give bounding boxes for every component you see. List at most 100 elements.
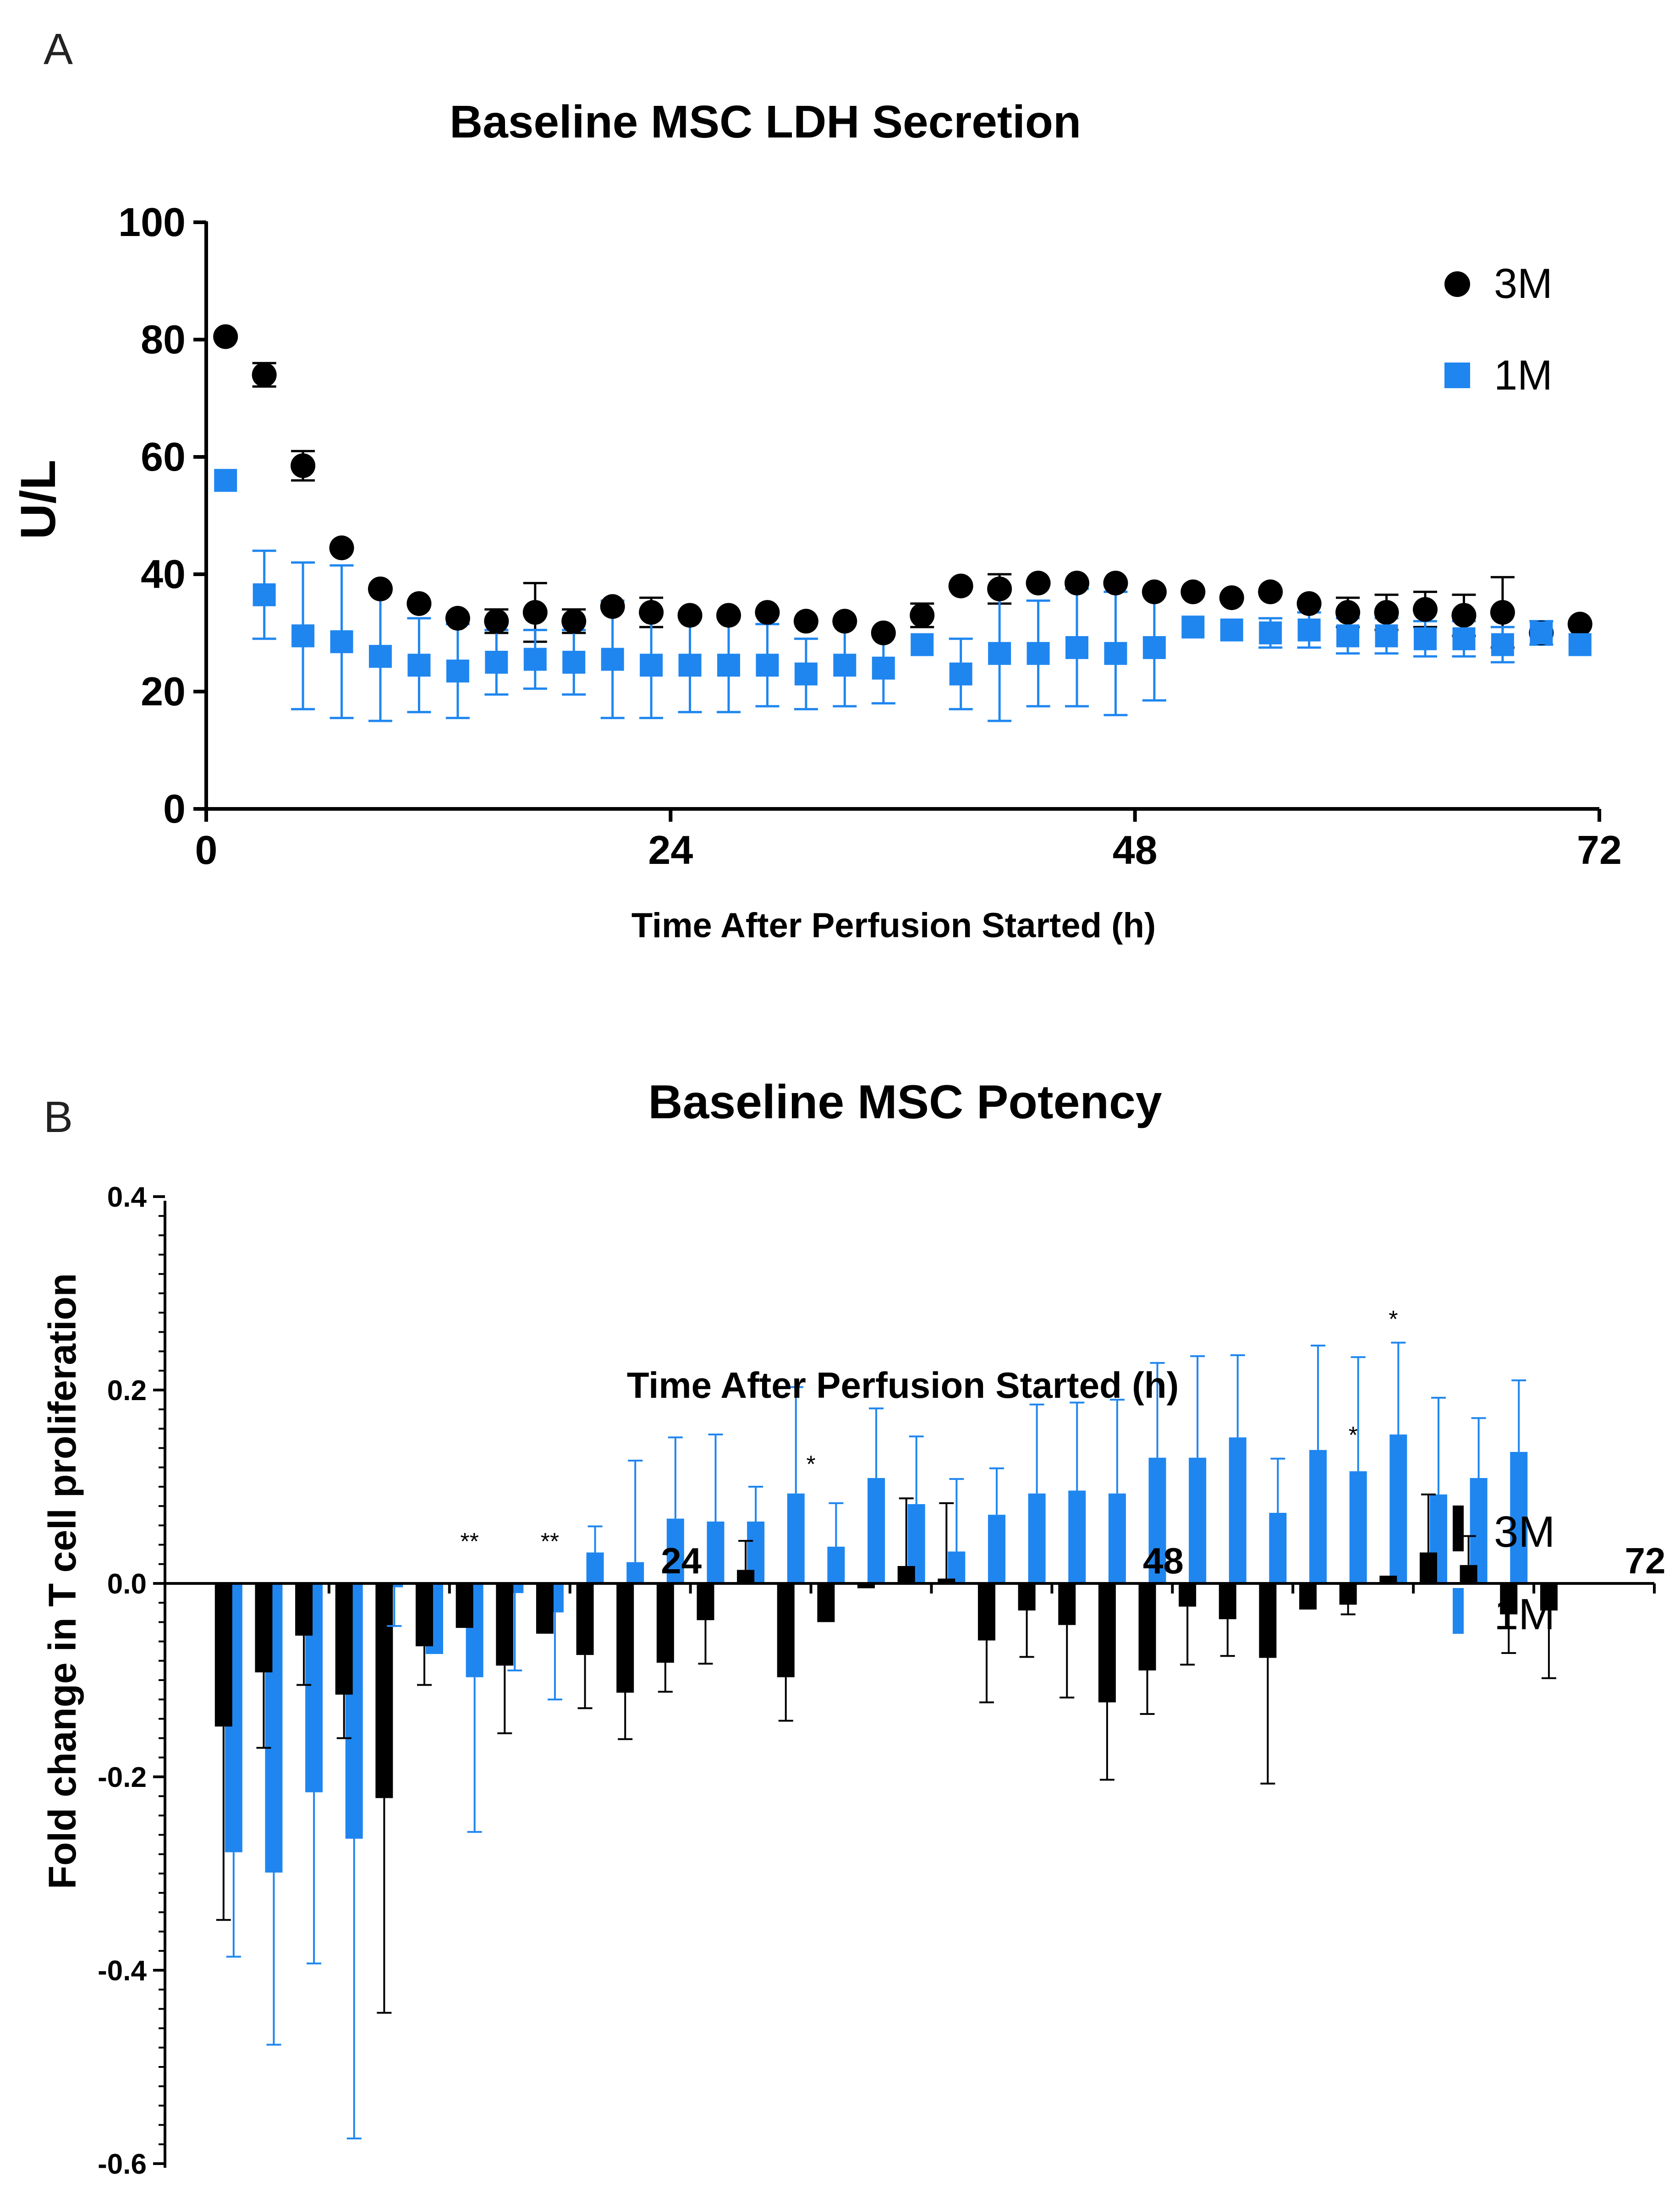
data-point-3m — [1374, 600, 1399, 625]
bar-3m — [1299, 1583, 1317, 1610]
bar-1m — [1510, 1452, 1528, 1583]
y-tick-label: 0 — [163, 786, 186, 831]
bar-3m — [857, 1583, 875, 1588]
significance-mark: * — [806, 1451, 815, 1478]
x-tick-label: 0 — [195, 827, 218, 873]
bar-1m — [1108, 1493, 1126, 1583]
panel-a: A Baseline MSC LDH Secretion U/L Time Af… — [10, 25, 1622, 945]
bar-3m — [897, 1566, 915, 1583]
data-point-1m — [1220, 618, 1243, 642]
bar-1m — [1229, 1437, 1246, 1583]
data-point-3m — [329, 535, 354, 560]
significance-mark: * — [1389, 1306, 1398, 1333]
data-point-1m — [214, 469, 237, 492]
bar-3m — [496, 1583, 514, 1666]
significance-mark: * — [1349, 1422, 1358, 1449]
bar-1m — [1389, 1434, 1407, 1583]
y-tick-label: -0.4 — [98, 1955, 147, 1987]
panel-a-legend: 3M 1M — [1444, 260, 1553, 399]
legend-3m-marker — [1444, 271, 1470, 297]
data-point-3m — [987, 577, 1012, 601]
data-point-3m — [406, 591, 432, 616]
bar-1m — [666, 1518, 684, 1583]
data-point-1m — [1297, 618, 1321, 642]
data-point-3m — [1219, 585, 1244, 610]
panel-a-axes: 0 20 40 60 80 100 0 24 48 72 — [118, 199, 1622, 873]
data-point-1m — [446, 659, 469, 683]
data-point-1m — [1452, 627, 1476, 650]
bar-1m — [1189, 1457, 1207, 1583]
data-point-1m — [949, 662, 972, 686]
legend-3m-marker — [1453, 1506, 1464, 1551]
y-tick-label: 0.2 — [107, 1375, 147, 1407]
y-tick-label: -0.6 — [98, 2149, 147, 2180]
data-point-1m — [485, 651, 508, 674]
data-point-3m — [871, 621, 896, 645]
data-point-3m — [1142, 579, 1167, 604]
bar-3m — [817, 1583, 835, 1622]
legend-3m-label: 3M — [1494, 260, 1553, 307]
data-point-1m — [407, 654, 431, 677]
data-point-1m — [640, 654, 663, 677]
bar-3m — [1379, 1576, 1397, 1583]
y-tick-label: 0.0 — [107, 1568, 147, 1600]
data-point-1m — [678, 654, 702, 677]
bar-1m — [867, 1478, 885, 1583]
panel-a-y-axis-label: U/L — [10, 460, 66, 539]
bar-3m — [576, 1583, 594, 1655]
panel-b-significance-marks: ** ***** — [460, 1306, 1398, 1555]
x-tick-label: 48 — [1143, 1540, 1184, 1581]
data-point-3m — [1335, 600, 1361, 625]
legend-1m-marker — [1453, 1588, 1464, 1634]
panel-b-bars — [214, 1434, 1558, 1873]
panel-a-x-axis-label: Time After Perfusion Started (h) — [631, 906, 1156, 945]
data-point-1m — [1181, 615, 1205, 639]
data-point-1m — [601, 648, 624, 671]
legend-1m-label: 1M — [1494, 1590, 1555, 1639]
data-point-3m — [445, 606, 470, 631]
x-tick-label: 24 — [648, 827, 693, 873]
bar-3m — [697, 1583, 714, 1621]
panel-b-label: B — [44, 1093, 73, 1142]
bar-3m — [1058, 1583, 1076, 1625]
data-point-1m — [1259, 621, 1282, 644]
data-point-3m — [910, 603, 935, 628]
y-tick-label: 40 — [141, 551, 186, 597]
data-point-1m — [1530, 621, 1553, 644]
bar-1m — [787, 1493, 805, 1583]
data-point-3m — [755, 600, 780, 625]
panel-b-error-bars — [216, 1341, 1556, 2140]
data-point-3m — [600, 594, 625, 619]
bar-3m — [977, 1583, 995, 1641]
data-point-1m — [872, 656, 895, 680]
bar-1m — [988, 1515, 1005, 1583]
panel-b-y-axis-label: Fold change in T cell proliferation — [41, 1273, 84, 1889]
data-point-1m — [1104, 642, 1127, 665]
bar-1m — [626, 1562, 644, 1583]
data-point-3m — [639, 600, 664, 625]
panel-a-label: A — [44, 25, 73, 74]
bar-3m — [536, 1583, 554, 1634]
data-point-1m — [523, 648, 547, 671]
bar-1m — [586, 1552, 604, 1583]
bar-3m — [1540, 1583, 1558, 1611]
bar-3m — [456, 1583, 473, 1628]
data-point-3m — [1413, 597, 1438, 622]
bar-1m — [1309, 1450, 1327, 1583]
bar-3m — [616, 1583, 634, 1693]
bar-3m — [1339, 1583, 1357, 1605]
bar-3m — [938, 1578, 955, 1583]
data-point-1m — [833, 654, 856, 677]
data-point-1m — [911, 633, 934, 656]
bar-3m — [1138, 1583, 1156, 1670]
data-point-3m — [1567, 611, 1592, 637]
y-tick-label: -0.2 — [98, 1762, 147, 1793]
data-point-3m — [1065, 571, 1089, 596]
data-point-3m — [1296, 591, 1322, 616]
bar-3m — [1259, 1583, 1277, 1658]
y-tick-label: 20 — [141, 669, 186, 714]
data-point-3m — [213, 324, 238, 349]
bar-1m — [1028, 1493, 1046, 1583]
data-point-1m — [1027, 642, 1050, 665]
